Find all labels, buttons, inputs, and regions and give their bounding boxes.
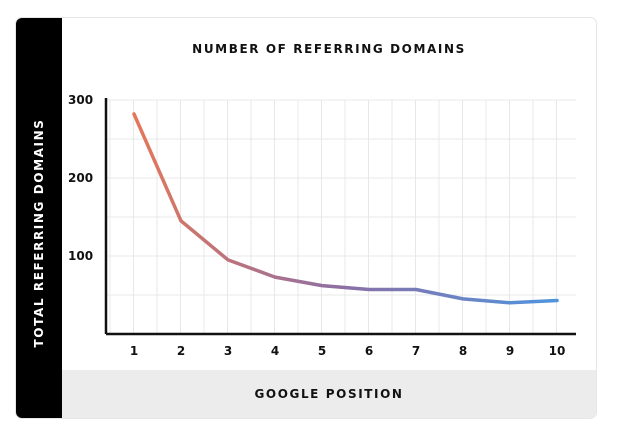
x-tick-label: 2 — [177, 344, 185, 358]
y-tick-label: 100 — [68, 249, 93, 263]
y-tick-label: 300 — [68, 93, 93, 107]
chart-card: TOTAL REFERRING DOMAINS NUMBER OF REFERR… — [16, 18, 596, 418]
x-tick-label: 5 — [318, 344, 326, 358]
x-tick-label: 6 — [365, 344, 373, 358]
chart-title: NUMBER OF REFERRING DOMAINS — [192, 42, 466, 56]
x-tick-label: 7 — [412, 344, 420, 358]
grid-lines — [106, 99, 576, 334]
y-axis-band: TOTAL REFERRING DOMAINS — [16, 18, 62, 418]
x-tick-label: 9 — [506, 344, 514, 358]
plot-area: 100 200 300 1 2 3 4 5 6 7 8 9 10 — [68, 93, 576, 358]
x-axis-band: GOOGLE POSITION — [62, 370, 596, 418]
x-tick-label: 1 — [130, 344, 138, 358]
x-tick-label: 3 — [224, 344, 232, 358]
series-line — [132, 112, 559, 305]
x-axis-label: GOOGLE POSITION — [254, 387, 404, 401]
y-tick-label: 200 — [68, 171, 93, 185]
x-tick-label: 4 — [271, 344, 279, 358]
x-tick-label: 10 — [549, 344, 566, 358]
x-tick-label: 8 — [459, 344, 467, 358]
